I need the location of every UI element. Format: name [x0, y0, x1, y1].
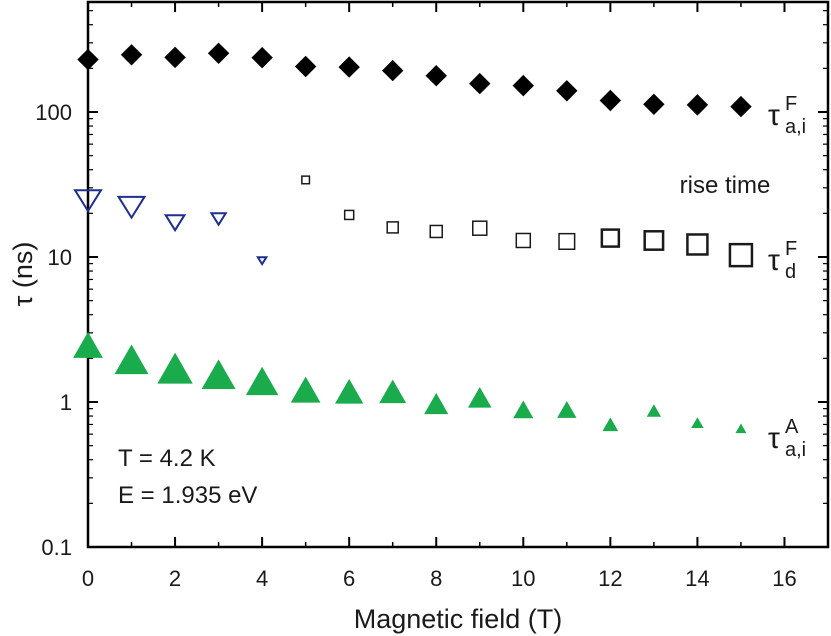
x-tick-label: 4 — [256, 566, 268, 591]
data-point-diamond — [425, 64, 447, 87]
data-point-square — [686, 233, 709, 256]
data-point-square — [301, 175, 311, 185]
x-tick-label: 2 — [169, 566, 181, 591]
x-tick-label: 0 — [82, 566, 94, 591]
annotation-rise-time: rise time — [680, 172, 771, 199]
series-label-superscript: F — [785, 93, 797, 115]
data-point-square — [558, 232, 576, 251]
data-point-diamond — [77, 48, 99, 71]
data-point-square — [600, 228, 621, 248]
series-label-symbol: τ — [768, 99, 780, 132]
data-point-square — [386, 221, 399, 234]
data-point-triangle-up — [157, 352, 193, 384]
data-point-triangle-up — [735, 423, 747, 434]
data-point-diamond — [381, 59, 404, 82]
y-tick-label: 1 — [60, 390, 72, 415]
data-point-triangle-up — [379, 379, 407, 404]
series-label-symbol: τ — [768, 422, 780, 455]
data-point-triangle-up — [245, 366, 279, 396]
data-point-triangle-down — [163, 214, 187, 233]
data-point-diamond — [120, 44, 143, 66]
data-point-diamond — [512, 74, 535, 97]
data-point-triangle-up — [557, 400, 577, 418]
data-point-triangle-up — [114, 344, 149, 375]
x-axis-label: Magnetic field (T) — [354, 604, 563, 634]
x-tick-label: 8 — [430, 566, 442, 591]
data-point-diamond — [164, 46, 186, 69]
data-point-triangle-up — [646, 404, 662, 417]
data-point-triangle-up — [467, 386, 492, 408]
data-point-diamond — [686, 94, 709, 116]
data-point-triangle-up — [602, 417, 619, 432]
data-point-triangle-down — [209, 212, 228, 227]
data-point-triangle-down — [116, 195, 147, 220]
data-point-diamond — [556, 80, 578, 102]
y-axis-label: τ (ns) — [8, 242, 38, 307]
data-point-diamond — [469, 72, 491, 95]
data-point-diamond — [730, 95, 752, 118]
x-tick-label: 14 — [685, 566, 709, 591]
data-point-triangle-up — [201, 359, 236, 390]
y-tick-label: 10 — [48, 245, 72, 270]
data-point-diamond — [643, 93, 665, 116]
data-point-square — [728, 242, 754, 268]
data-point-diamond — [207, 42, 230, 65]
series-label: τ Fd — [768, 238, 797, 283]
data-point-triangle-down — [256, 256, 269, 266]
data-marks — [73, 42, 754, 434]
series-label-superscript: F — [785, 238, 797, 260]
data-point-square — [643, 230, 665, 251]
data-point-triangle-down — [73, 189, 103, 213]
data-point-diamond — [294, 55, 317, 78]
annotation-energy: E = 1.935 eV — [118, 482, 257, 509]
data-point-triangle-up — [691, 417, 704, 429]
series-labels: τ Fa,iτ Fdτ Aa,i — [768, 93, 806, 461]
y-tick-label: 0.1 — [41, 535, 72, 560]
data-point-triangle-up — [513, 400, 534, 419]
annotation-temperature: T = 4.2 K — [118, 445, 216, 472]
series-label-subscript: a,i — [785, 116, 806, 138]
series-label-superscript: A — [785, 416, 799, 438]
y-tick-label: 100 — [35, 100, 72, 125]
plot-frame — [86, 0, 830, 549]
series-label-subscript: d — [785, 261, 796, 283]
data-point-triangle-up — [290, 376, 321, 403]
data-point-triangle-up — [335, 378, 364, 404]
data-point-square — [515, 232, 532, 249]
data-point-diamond — [599, 89, 622, 112]
x-tick-label: 10 — [511, 566, 535, 591]
data-point-square — [472, 220, 488, 236]
x-tick-label: 6 — [343, 566, 355, 591]
series-label: τ Aa,i — [768, 416, 806, 461]
axis-ticks: 0 2 4 6 8 10 12 14 16 0.1 1 10 100 — [35, 2, 828, 591]
x-tick-label: 16 — [772, 566, 796, 591]
data-point-diamond — [251, 46, 273, 69]
x-tick-label: 12 — [598, 566, 622, 591]
data-point-triangle-up — [424, 393, 449, 415]
series-label-subscript: a,i — [785, 439, 806, 461]
series-label-symbol: τ — [768, 244, 780, 277]
series-label: τ Fa,i — [768, 93, 806, 138]
data-point-diamond — [338, 56, 360, 78]
data-point-square — [343, 209, 355, 221]
data-point-triangle-up — [73, 331, 103, 358]
data-point-square — [429, 224, 443, 239]
